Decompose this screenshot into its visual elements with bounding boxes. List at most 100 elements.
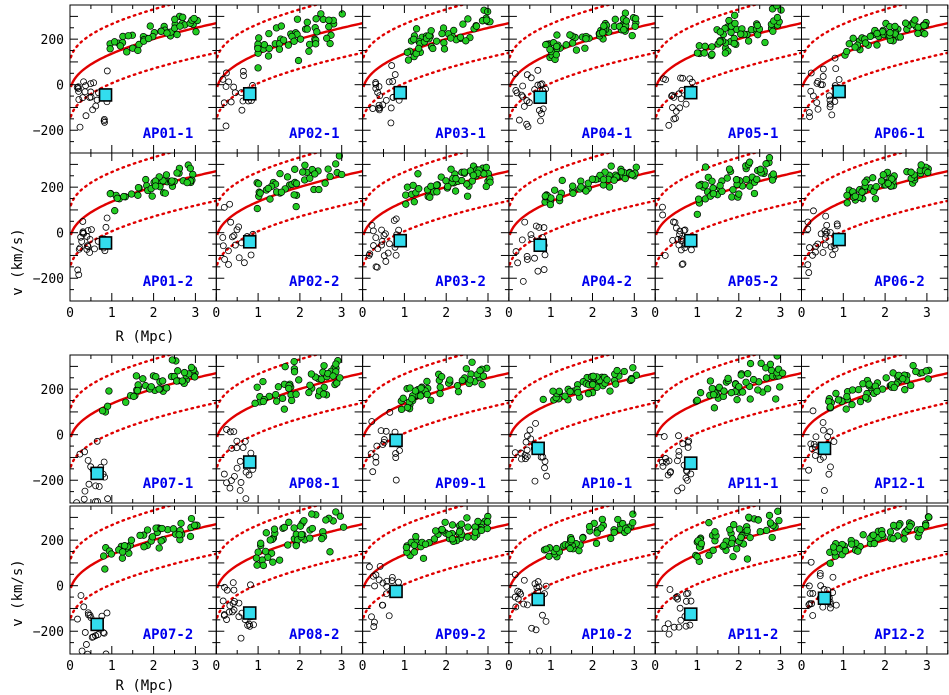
member-point bbox=[325, 23, 333, 31]
nonmember-point bbox=[238, 106, 246, 114]
member-point bbox=[854, 547, 862, 555]
nonmember-point bbox=[674, 487, 681, 495]
nonmember-point bbox=[817, 81, 825, 88]
nonmember-point bbox=[372, 453, 380, 461]
group-center-marker bbox=[90, 466, 104, 481]
model-curve bbox=[362, 22, 509, 88]
member-point bbox=[110, 38, 119, 46]
x-tick-label: 2 bbox=[296, 306, 304, 321]
member-point bbox=[120, 542, 129, 550]
member-point bbox=[446, 376, 454, 384]
panel-plot-area bbox=[655, 506, 802, 638]
member-point bbox=[406, 384, 414, 392]
x-tick-label: 1 bbox=[693, 659, 701, 674]
nonmember-point bbox=[686, 621, 694, 629]
member-point bbox=[190, 521, 199, 529]
member-point bbox=[409, 181, 417, 190]
member-point bbox=[291, 165, 299, 173]
member-point bbox=[708, 177, 716, 185]
member-point bbox=[463, 192, 472, 200]
member-point bbox=[775, 516, 783, 525]
member-point bbox=[632, 163, 640, 171]
member-point bbox=[725, 165, 734, 173]
nonmember-point bbox=[228, 477, 235, 484]
member-point bbox=[464, 533, 472, 541]
member-point bbox=[629, 510, 637, 518]
nonmember-point bbox=[247, 251, 255, 259]
nonmember-point bbox=[819, 419, 827, 426]
member-point bbox=[773, 13, 782, 22]
y-tick-label: −200 bbox=[33, 625, 64, 640]
nonmember-point bbox=[245, 471, 253, 479]
nonmember-point bbox=[80, 78, 87, 86]
nonmember-point bbox=[665, 121, 673, 129]
member-point bbox=[631, 22, 639, 30]
nonmember-point bbox=[388, 573, 396, 581]
member-point bbox=[451, 187, 460, 195]
nonmember-point bbox=[378, 237, 386, 245]
model-curve bbox=[362, 372, 509, 438]
member-point bbox=[861, 39, 870, 47]
panel-label: AP10-2 bbox=[582, 627, 633, 643]
nonmember-point bbox=[809, 612, 817, 619]
member-point bbox=[280, 523, 289, 532]
member-point bbox=[292, 390, 300, 398]
nonmember-point bbox=[101, 118, 108, 126]
nonmember-point bbox=[518, 236, 526, 244]
member-point bbox=[890, 383, 898, 392]
nonmember-point bbox=[666, 586, 674, 593]
member-point bbox=[865, 380, 873, 388]
member-point bbox=[593, 529, 601, 537]
model-upper-bound bbox=[801, 153, 906, 207]
member-point bbox=[753, 175, 761, 183]
member-point bbox=[308, 524, 317, 533]
member-point bbox=[859, 531, 867, 539]
x-tick-label: 2 bbox=[442, 659, 450, 674]
member-point bbox=[479, 372, 488, 380]
panel-plot-area bbox=[216, 5, 363, 130]
member-point bbox=[313, 28, 321, 36]
nonmember-point bbox=[807, 558, 815, 566]
member-point bbox=[127, 536, 136, 544]
y-tick-label: 0 bbox=[56, 580, 64, 595]
model-upper-bound bbox=[70, 5, 174, 59]
member-point bbox=[253, 204, 261, 213]
member-point bbox=[326, 172, 334, 181]
x-tick-label: 0 bbox=[66, 306, 74, 321]
member-point bbox=[584, 390, 593, 398]
member-point bbox=[285, 384, 293, 393]
nonmember-point bbox=[809, 590, 817, 597]
member-point bbox=[472, 22, 481, 30]
member-point bbox=[542, 545, 550, 553]
group-center-marker bbox=[531, 592, 545, 607]
nonmember-point bbox=[828, 111, 836, 119]
member-point bbox=[338, 10, 346, 18]
nonmember-point bbox=[527, 435, 535, 443]
panel-plot-area bbox=[801, 153, 948, 276]
member-point bbox=[848, 401, 856, 409]
nonmember-point bbox=[228, 444, 236, 452]
member-point bbox=[847, 540, 856, 548]
group-center-marker bbox=[817, 591, 832, 606]
model-upper-bound bbox=[362, 355, 467, 409]
member-point bbox=[729, 552, 737, 561]
model-lower-bound bbox=[801, 199, 948, 266]
member-point bbox=[482, 163, 491, 172]
group-center-marker bbox=[98, 236, 113, 250]
nonmember-point bbox=[539, 105, 547, 113]
nonmember-point bbox=[675, 432, 682, 440]
member-point bbox=[708, 50, 716, 58]
member-point bbox=[705, 551, 713, 559]
panel-plot-area bbox=[801, 355, 948, 494]
nonmember-point bbox=[388, 62, 396, 69]
member-point bbox=[260, 41, 269, 49]
member-point bbox=[454, 388, 463, 396]
nonmember-point bbox=[819, 249, 827, 256]
panel-label: AP11-2 bbox=[728, 627, 779, 643]
nonmember-point bbox=[670, 623, 678, 631]
member-point bbox=[411, 387, 420, 395]
member-point bbox=[613, 366, 621, 375]
nonmember-point bbox=[523, 253, 531, 260]
nonmember-point bbox=[675, 623, 683, 631]
nonmember-point bbox=[369, 227, 377, 235]
